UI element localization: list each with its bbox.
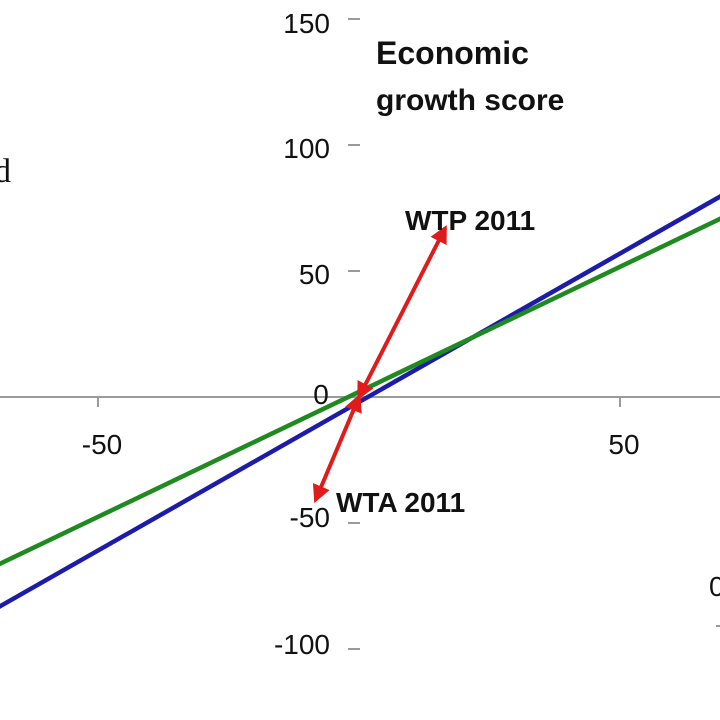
right-edge-fragment: 0 — [709, 571, 720, 602]
wta-arrow — [312, 393, 362, 504]
y-tick-label: 50 — [299, 259, 330, 290]
x-tick-label: 50 — [608, 429, 639, 460]
wtp-label: WTP 2011 — [405, 205, 535, 236]
y-tick-label: 150 — [283, 8, 330, 39]
wtp-arrow — [357, 224, 447, 401]
y-tick-label: -100 — [274, 629, 330, 660]
series-line-blue — [0, 194, 720, 609]
y-axis-title-line2: growth score — [376, 84, 564, 117]
x-tick-label: 0 — [313, 379, 329, 410]
x-tick-label: -50 — [82, 429, 122, 460]
y-axis-title-line1: Economic — [376, 35, 529, 71]
y-tick-label: 100 — [283, 133, 330, 164]
wta-label: WTA 2011 — [336, 487, 465, 518]
y-tick-label: -50 — [290, 502, 330, 533]
left-edge-fragment-1: d — [0, 153, 11, 190]
